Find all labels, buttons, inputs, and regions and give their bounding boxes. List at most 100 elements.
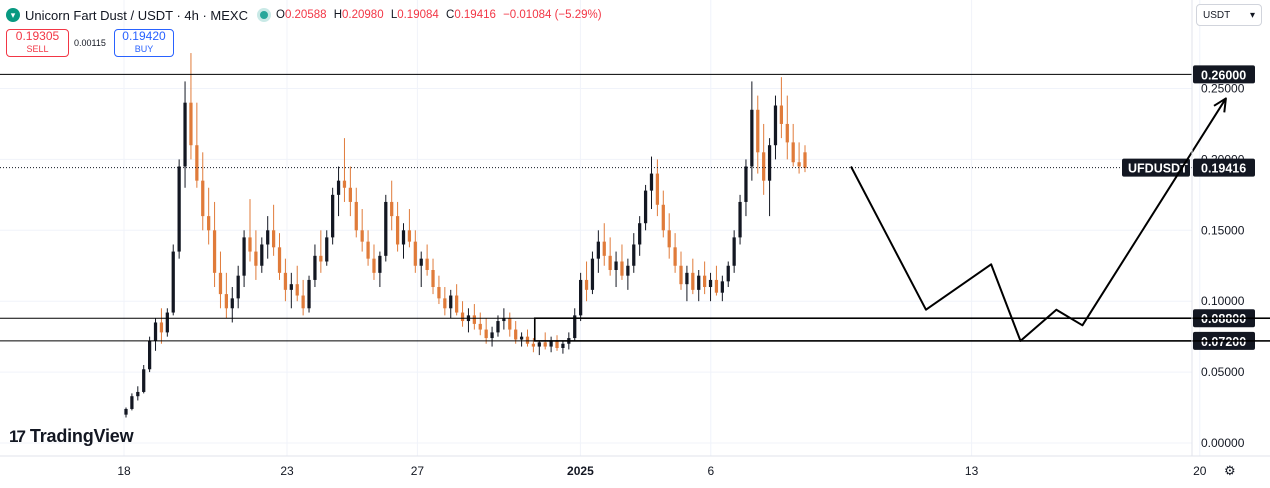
brand-name: TradingView bbox=[29, 426, 134, 446]
candle-body bbox=[472, 315, 476, 324]
candle-body bbox=[360, 230, 364, 242]
candle-body bbox=[779, 105, 784, 124]
candle-body bbox=[384, 201, 388, 256]
candle-body bbox=[142, 369, 146, 392]
candle-body bbox=[691, 272, 695, 290]
demand-zone-box bbox=[533, 317, 1270, 342]
candle-body bbox=[773, 105, 778, 146]
projection-path bbox=[850, 97, 1227, 342]
candle-body bbox=[395, 216, 400, 245]
candle-body bbox=[478, 323, 482, 330]
sell-label: SELL bbox=[26, 44, 49, 54]
candle-body bbox=[626, 265, 630, 276]
candle-body bbox=[449, 295, 453, 309]
candle-body bbox=[632, 244, 636, 266]
candle-body bbox=[708, 279, 713, 288]
candle-body bbox=[531, 343, 536, 347]
tradingview-logo[interactable]: 17 TradingView bbox=[9, 426, 134, 447]
candle-body bbox=[283, 272, 288, 290]
candle-body bbox=[679, 265, 683, 285]
candle-body bbox=[289, 284, 293, 290]
candle-body bbox=[313, 255, 317, 280]
candle-body bbox=[703, 275, 707, 288]
candle-body bbox=[390, 201, 394, 217]
candle-body bbox=[579, 279, 583, 316]
level-price-label: 0.08800 bbox=[1201, 312, 1246, 326]
spread-value: 0.00115 bbox=[74, 38, 106, 48]
candle-body bbox=[549, 340, 553, 347]
candle-body bbox=[685, 272, 689, 285]
candle-body bbox=[437, 287, 441, 299]
chart-header: ▾ Unicorn Fart Dust / USDT · 4h · MEXC O… bbox=[6, 5, 606, 25]
x-tick-label: 18 bbox=[117, 464, 131, 478]
candle-body bbox=[342, 180, 347, 188]
candle-body bbox=[224, 294, 228, 309]
exchange-logo-icon: ▾ bbox=[6, 8, 20, 22]
candle-body bbox=[791, 142, 795, 163]
candle-body bbox=[720, 281, 724, 293]
candle-body bbox=[124, 408, 128, 415]
candle-body bbox=[667, 230, 671, 248]
candle-body bbox=[590, 258, 595, 290]
x-tick-label: 13 bbox=[965, 464, 979, 478]
candle-body bbox=[460, 312, 465, 322]
candle-body bbox=[750, 109, 754, 167]
candle-body bbox=[573, 315, 577, 339]
candle-body bbox=[159, 322, 164, 333]
candle-body bbox=[726, 265, 730, 282]
candle-body bbox=[744, 166, 748, 202]
buy-label: BUY bbox=[134, 44, 154, 54]
y-tick-label: 0.25000 bbox=[1201, 82, 1245, 96]
y-tick-label: 0.10000 bbox=[1201, 294, 1245, 308]
candle-body bbox=[655, 173, 660, 205]
y-tick-label: 0.00000 bbox=[1201, 436, 1245, 450]
candle-body bbox=[401, 230, 406, 245]
symbol-title[interactable]: Unicorn Fart Dust / USDT · 4h · MEXC bbox=[25, 7, 248, 23]
candle-body bbox=[496, 321, 500, 333]
candle-body bbox=[248, 237, 252, 252]
candle-body bbox=[697, 275, 701, 290]
candle-body bbox=[762, 152, 766, 181]
candle-body bbox=[236, 275, 240, 299]
candle-body bbox=[537, 342, 541, 347]
candle-body bbox=[201, 180, 205, 217]
candle-body bbox=[207, 216, 211, 231]
x-tick-label: 6 bbox=[707, 464, 714, 478]
candle-body bbox=[555, 340, 559, 348]
tradingview-logo-icon: 17 bbox=[9, 426, 26, 446]
candle-body bbox=[153, 322, 158, 341]
buy-price: 0.19420 bbox=[122, 29, 166, 43]
candle-body bbox=[147, 340, 152, 370]
candlestick-series bbox=[124, 53, 807, 418]
gear-icon[interactable]: ⚙ bbox=[1224, 463, 1236, 478]
sell-button[interactable]: 0.19305 SELL bbox=[6, 29, 69, 57]
candle-body bbox=[643, 190, 648, 224]
candle-body bbox=[171, 251, 175, 313]
candle-body bbox=[260, 244, 264, 266]
horizontal-levels: 0.26000 0.08800 0.07200 UFDUSDT 0.19416 bbox=[0, 65, 1255, 350]
candle-body bbox=[803, 152, 807, 168]
market-status-icon bbox=[259, 11, 268, 19]
buy-button[interactable]: 0.19420 BUY bbox=[114, 29, 174, 57]
sell-price: 0.19305 bbox=[15, 29, 60, 43]
x-tick-label: 20 bbox=[1193, 464, 1207, 478]
x-tick-label: 27 bbox=[411, 464, 425, 478]
symbol-tag-label: UFDUSDT bbox=[1128, 162, 1188, 176]
currency-selector[interactable]: USDT ▾ bbox=[1196, 4, 1262, 26]
candle-body bbox=[561, 343, 565, 348]
candle-body bbox=[519, 336, 524, 340]
candle-body bbox=[277, 247, 282, 273]
candle-body bbox=[413, 241, 417, 266]
candle-body bbox=[502, 318, 506, 322]
ohlc-legend: O0.20588 H0.20980 L0.19084 C0.19416 −0.0… bbox=[275, 9, 602, 21]
price-change: −0.01084 (−5.29%) bbox=[503, 9, 602, 21]
candle-body bbox=[673, 247, 677, 266]
candle-body bbox=[295, 284, 299, 296]
candle-body bbox=[407, 230, 412, 242]
level-price-label: 0.07200 bbox=[1201, 335, 1246, 349]
currency-value: USDT bbox=[1203, 9, 1231, 21]
candle-body bbox=[508, 318, 512, 330]
candle-body bbox=[372, 258, 376, 273]
candle-body bbox=[596, 241, 600, 259]
